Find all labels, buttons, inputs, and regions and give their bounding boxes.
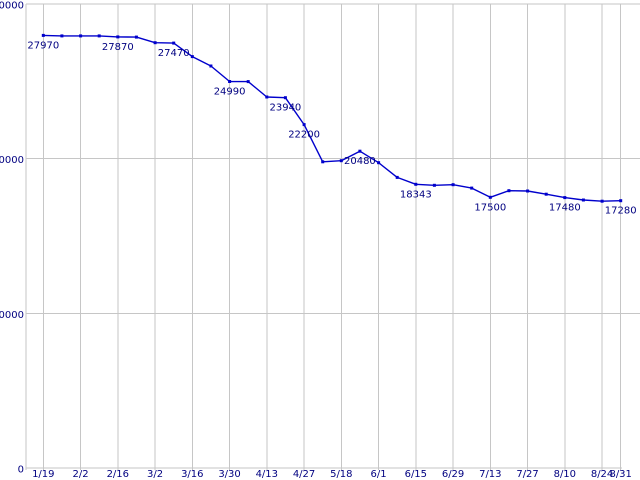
data-point-marker: [339, 159, 343, 163]
x-tick-label: 6/1: [371, 469, 387, 480]
data-point-marker: [395, 175, 399, 179]
y-tick-label: 0: [18, 465, 24, 476]
data-point-marker: [544, 192, 548, 196]
point-value-label: 27470: [158, 48, 190, 59]
data-point-marker: [265, 95, 269, 99]
x-tick-label: 3/2: [147, 469, 163, 480]
point-value-label: 27870: [102, 42, 134, 53]
point-value-label: 18343: [400, 189, 432, 200]
point-value-label: 27970: [27, 40, 59, 51]
data-point-marker: [97, 34, 101, 38]
data-point-marker: [377, 161, 381, 165]
data-point-marker: [116, 35, 120, 39]
point-value-label: 17480: [549, 203, 581, 214]
x-tick-label: 2/16: [107, 469, 129, 480]
data-point-marker: [432, 183, 436, 187]
y-tick-label: 30000: [0, 1, 24, 12]
point-value-label: 20480: [344, 156, 376, 167]
data-point-marker: [563, 196, 567, 200]
x-tick-label: 6/29: [442, 469, 464, 480]
point-value-label: 17500: [474, 202, 506, 213]
data-point-marker: [228, 80, 232, 83]
x-tick-label: 4/13: [256, 469, 278, 480]
data-point-marker: [209, 64, 213, 68]
data-point-marker: [172, 41, 176, 45]
data-point-marker: [451, 183, 455, 187]
data-point-marker: [526, 189, 530, 193]
data-point-marker: [153, 41, 157, 45]
point-value-label: 23940: [269, 103, 301, 114]
data-point-marker: [488, 195, 492, 199]
x-tick-label: 4/27: [293, 469, 315, 480]
y-tick-label: 20000: [0, 155, 24, 166]
x-tick-label: 2/2: [73, 469, 89, 480]
x-tick-label: 1/19: [32, 469, 54, 480]
data-point-marker: [246, 80, 250, 84]
x-tick-label: 8/10: [554, 469, 576, 480]
data-point-marker: [41, 33, 45, 37]
data-point-marker: [414, 182, 418, 186]
x-tick-label: 8/24: [591, 469, 613, 480]
data-point-marker: [470, 186, 474, 190]
x-tick-label: 6/15: [405, 469, 427, 480]
data-point-marker: [60, 34, 64, 38]
point-value-label: 17280: [605, 206, 637, 217]
x-tick-label: 3/16: [181, 469, 203, 480]
data-point-marker: [190, 55, 194, 59]
x-tick-label: 8/31: [609, 469, 631, 480]
data-point-marker: [302, 123, 306, 127]
data-line: [43, 34, 621, 202]
x-tick-label: 5/18: [330, 469, 352, 480]
point-value-label: 22200: [288, 130, 320, 141]
data-point-marker: [600, 199, 604, 203]
data-point-marker: [134, 35, 138, 39]
data-point-marker: [507, 189, 511, 193]
x-tick-label: 7/27: [516, 469, 538, 480]
data-point-marker: [321, 160, 325, 164]
data-point-marker: [283, 96, 287, 100]
point-value-label: 24990: [214, 87, 246, 98]
data-point-marker: [79, 34, 83, 38]
x-tick-label: 7/13: [479, 469, 501, 480]
data-point-marker: [358, 149, 362, 153]
data-point-marker: [619, 199, 623, 203]
x-tick-label: 3/30: [218, 469, 240, 480]
y-tick-label: 10000: [0, 310, 24, 321]
data-point-marker: [581, 198, 585, 202]
